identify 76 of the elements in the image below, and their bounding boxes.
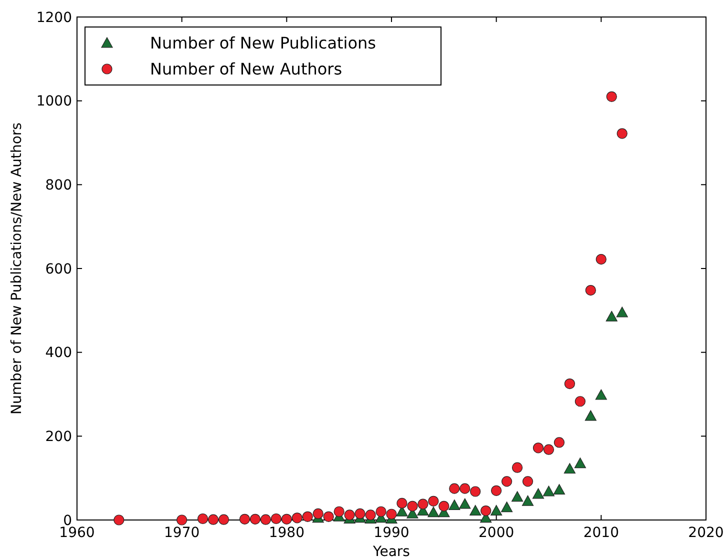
- point: [532, 442, 544, 454]
- legend-label: Number of New Publications: [150, 34, 376, 53]
- point: [239, 514, 250, 524]
- y-tick-label: 800: [45, 178, 72, 194]
- point: [323, 511, 334, 522]
- point: [480, 505, 492, 516]
- point: [376, 506, 386, 517]
- x-axis-title: Years: [372, 544, 410, 559]
- point: [574, 396, 586, 407]
- point: [449, 483, 460, 494]
- point: [574, 458, 586, 468]
- point: [407, 500, 418, 512]
- x-tick-label: 2000: [478, 525, 514, 541]
- point: [218, 514, 230, 525]
- point: [522, 495, 534, 506]
- point: [396, 498, 408, 509]
- y-tick-label: 400: [45, 345, 72, 362]
- point: [270, 513, 282, 524]
- point: [470, 504, 482, 516]
- point: [459, 498, 471, 509]
- point: [418, 498, 428, 510]
- point: [344, 510, 355, 520]
- point: [522, 476, 534, 487]
- point: [208, 514, 219, 525]
- point: [460, 483, 470, 494]
- point: [292, 512, 302, 524]
- point: [564, 378, 576, 390]
- x-tick-label: 2020: [688, 525, 724, 541]
- x-tick-label: 2010: [583, 525, 619, 541]
- point: [616, 128, 628, 139]
- y-axis-title: Number of New Publications/New Authors: [9, 122, 25, 414]
- point: [302, 511, 313, 522]
- point: [542, 486, 555, 496]
- point: [532, 488, 544, 499]
- point: [606, 91, 617, 102]
- point: [448, 500, 460, 510]
- point: [585, 284, 596, 296]
- x-tick-label: 1990: [374, 525, 410, 541]
- point: [470, 486, 481, 497]
- point: [281, 514, 292, 524]
- point: [386, 508, 397, 520]
- point: [260, 514, 271, 525]
- point: [596, 254, 606, 265]
- y-tick-label: 200: [45, 429, 72, 446]
- point: [334, 506, 344, 517]
- point: [198, 513, 208, 524]
- point: [502, 476, 512, 487]
- point: [512, 491, 524, 502]
- point: [512, 462, 523, 473]
- point: [354, 508, 366, 520]
- point: [564, 463, 576, 474]
- x-tick-label: 1960: [59, 525, 95, 541]
- point: [365, 510, 376, 520]
- x-tick-label: 1970: [164, 525, 200, 541]
- point: [616, 306, 628, 318]
- point: [114, 514, 124, 526]
- point: [606, 310, 618, 322]
- point: [428, 506, 440, 518]
- point: [553, 484, 566, 495]
- point: [428, 496, 439, 506]
- y-tick-label: 1200: [36, 10, 72, 26]
- point: [584, 410, 596, 421]
- point: [543, 444, 554, 455]
- point: [312, 508, 324, 520]
- y-tick-label: 1000: [36, 94, 72, 110]
- legend-label: Number of New Authors: [150, 60, 342, 79]
- point: [501, 502, 513, 512]
- y-tick-label: 600: [45, 261, 72, 278]
- point: [491, 485, 502, 496]
- point: [554, 437, 565, 448]
- point: [250, 514, 261, 524]
- point: [595, 389, 607, 400]
- point: [438, 500, 450, 512]
- point: [176, 514, 188, 526]
- point: [490, 504, 502, 516]
- x-tick-label: 1980: [268, 525, 304, 541]
